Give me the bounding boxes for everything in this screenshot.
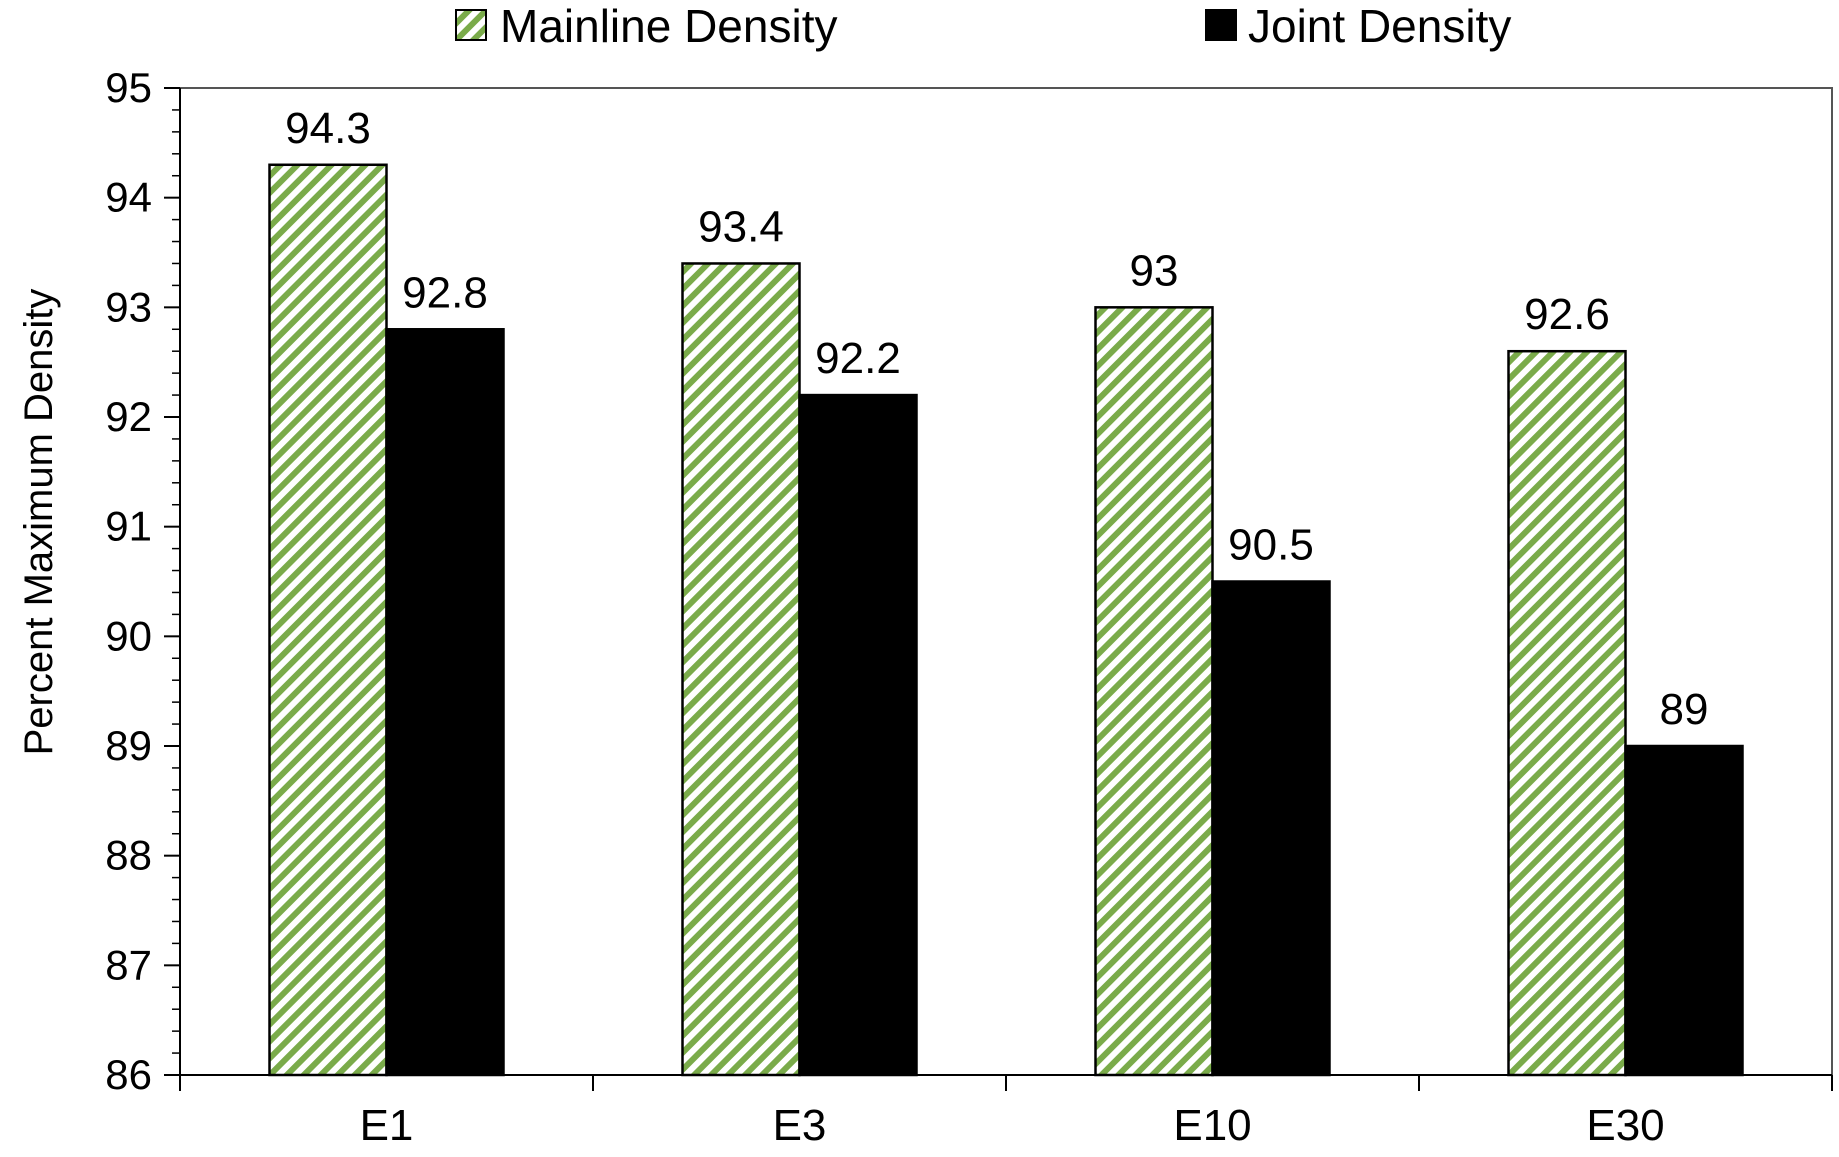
data-label: 93.4 — [698, 202, 784, 251]
y-tick-label: 93 — [105, 283, 152, 330]
bar-mainline — [268, 163, 388, 1077]
y-axis: 86 87 88 89 90 91 92 93 94 95 — [105, 64, 181, 1098]
bar-joint — [798, 393, 918, 1077]
data-label: 90.5 — [1228, 521, 1314, 570]
data-label: 92.6 — [1524, 290, 1610, 339]
data-labels: 94.3 93.4 93 92.6 92.8 92.2 90.5 89 — [285, 104, 1708, 734]
bar-joint — [1624, 744, 1744, 1077]
x-category-label: E1 — [360, 1101, 414, 1150]
data-label: 89 — [1660, 685, 1709, 734]
bar-joint — [1211, 580, 1331, 1077]
y-tick-label: 90 — [105, 612, 152, 659]
y-tick-label: 95 — [105, 64, 152, 111]
legend: Mainline Density Joint Density — [455, 0, 1511, 52]
bar-joint — [385, 328, 505, 1077]
data-label: 94.3 — [285, 104, 371, 153]
y-tick-label: 87 — [105, 941, 152, 988]
data-label: 92.2 — [815, 334, 901, 383]
x-category-label: E30 — [1586, 1101, 1664, 1150]
x-axis: E1 E3 E10 E30 — [179, 1074, 1833, 1150]
data-label: 93 — [1130, 246, 1179, 295]
x-category-label: E10 — [1173, 1101, 1251, 1150]
y-tick-label: 94 — [105, 174, 152, 221]
bar-mainline — [1507, 349, 1627, 1077]
legend-swatch-mainline — [455, 9, 487, 41]
bar-mainline — [1094, 306, 1214, 1077]
y-tick-label: 91 — [105, 503, 152, 550]
legend-swatch-joint — [1205, 9, 1237, 41]
legend-label-mainline: Mainline Density — [500, 0, 837, 52]
data-label: 92.8 — [402, 268, 488, 317]
x-category-label: E3 — [773, 1101, 827, 1150]
y-tick-label: 89 — [105, 722, 152, 769]
y-tick-label: 86 — [105, 1051, 152, 1098]
bars — [268, 163, 1744, 1077]
y-tick-label: 88 — [105, 832, 152, 879]
legend-label-joint: Joint Density — [1248, 0, 1511, 52]
y-tick-label: 92 — [105, 393, 152, 440]
y-axis-title: Percent Maximum Density — [17, 289, 61, 756]
bar-mainline — [681, 262, 801, 1077]
